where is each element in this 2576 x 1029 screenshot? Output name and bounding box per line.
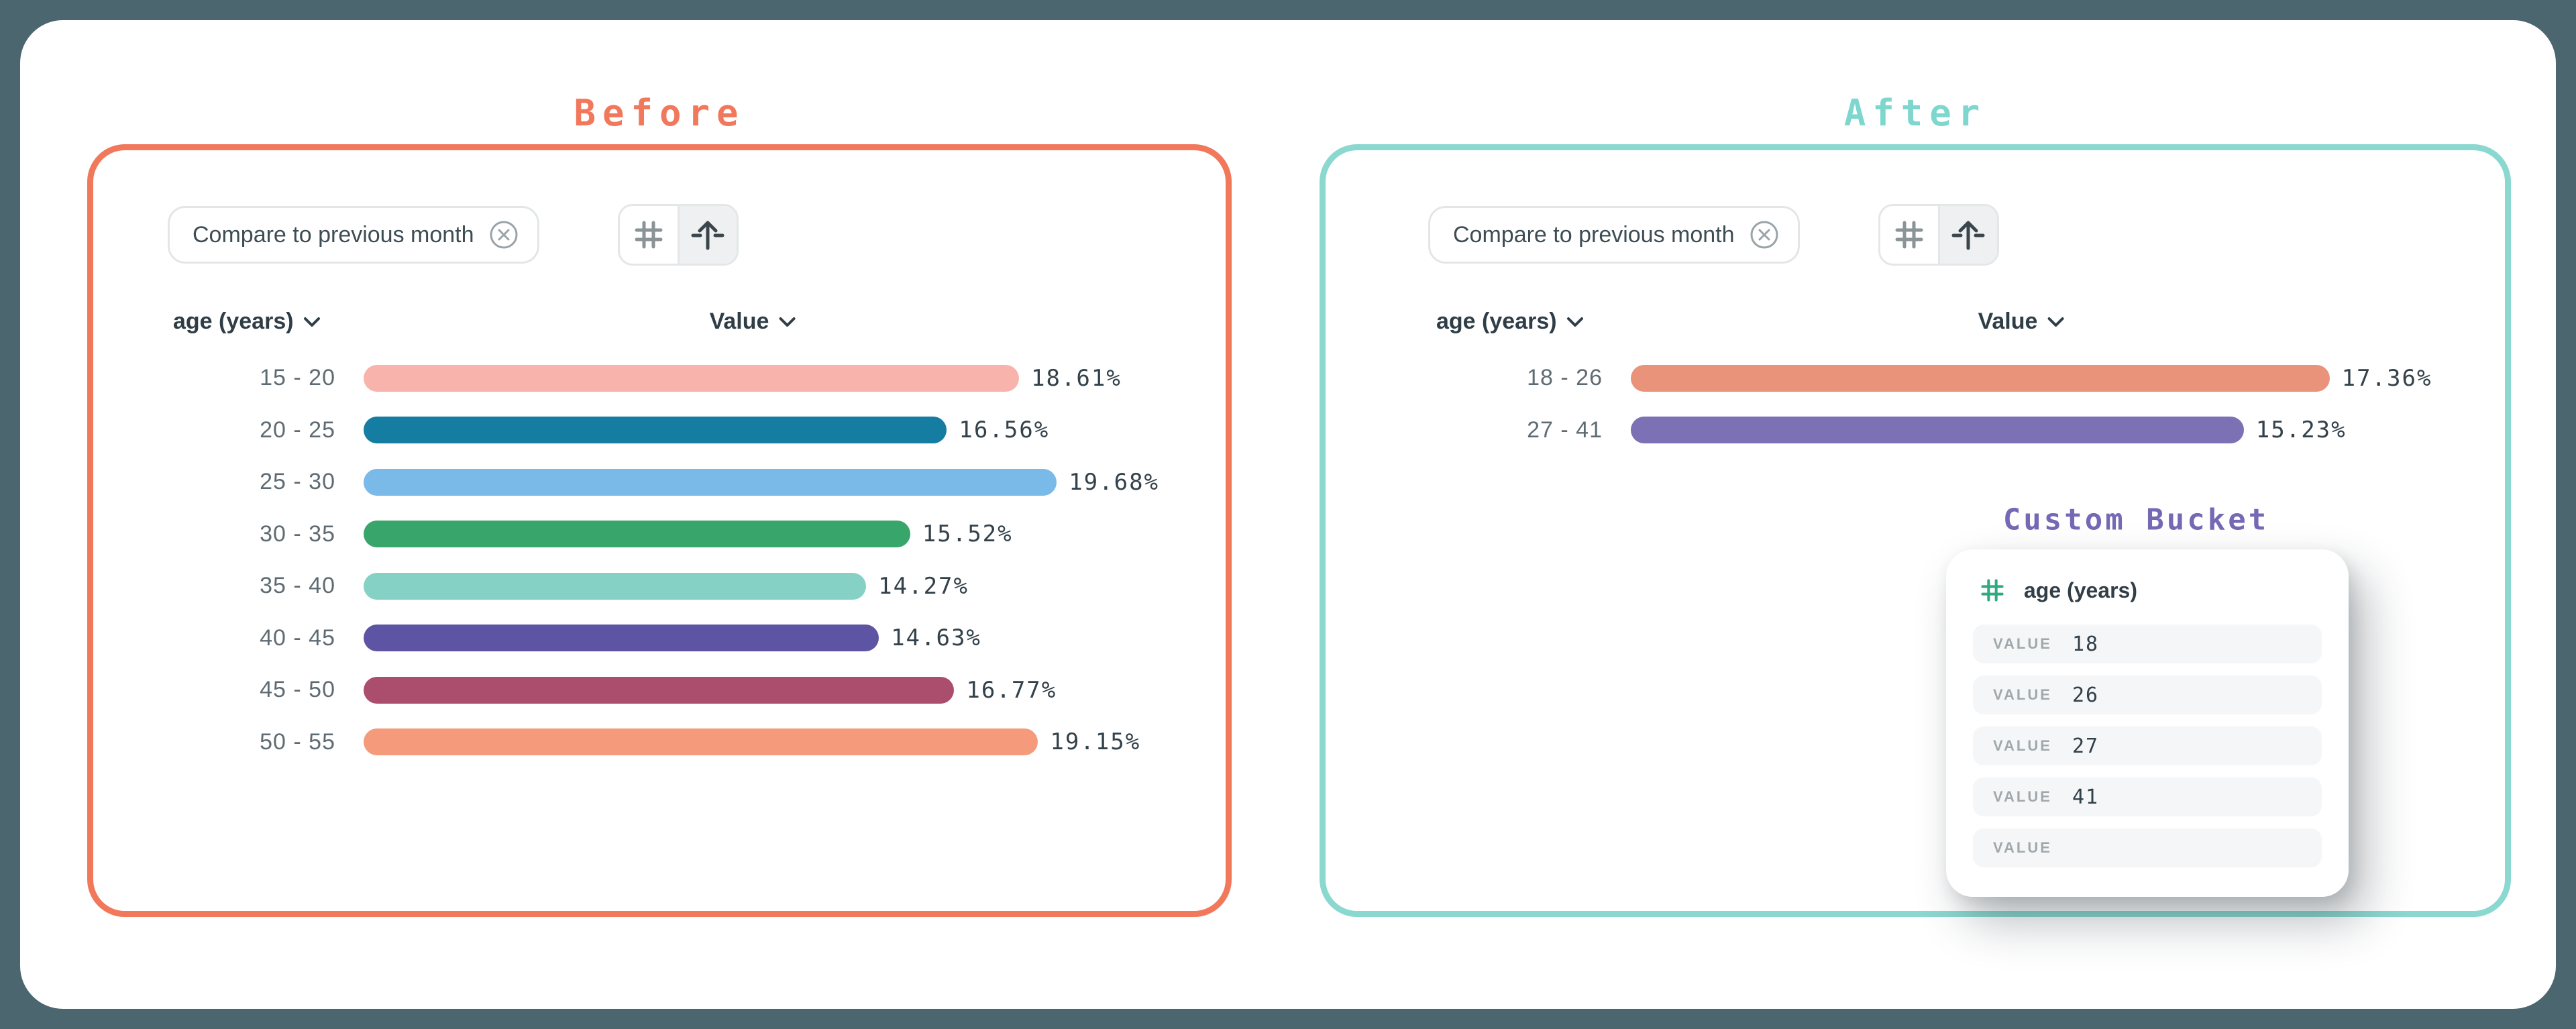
value-percent-label: 14.27%: [878, 572, 969, 600]
value-bar[interactable]: [364, 417, 947, 444]
value-percent-label: 16.56%: [959, 417, 1050, 444]
custom-bucket-rows: VALUE 18 VALUE 26 VALUE 27 VALUE: [1973, 625, 2322, 867]
dimension-column-header[interactable]: age (years): [173, 309, 321, 335]
circle-x-icon[interactable]: [489, 220, 519, 250]
circle-x-icon[interactable]: [1750, 220, 1779, 250]
age-bucket-label: 15 - 20: [260, 365, 335, 391]
value-bar[interactable]: [364, 468, 1057, 496]
compare-filter-chip[interactable]: Compare to previous month: [168, 206, 539, 264]
value-percent-label: 19.68%: [1069, 468, 1160, 496]
compare-filter-label: Compare to previous month: [1453, 221, 1735, 248]
hash-icon: [635, 221, 663, 249]
bucket-value-input[interactable]: VALUE 18: [1973, 625, 2322, 663]
after-table-head: age (years) Value: [1326, 309, 2505, 338]
arrow-up-icon: [1951, 221, 1985, 250]
value-column-header[interactable]: Value: [710, 309, 796, 335]
value-bar[interactable]: [364, 625, 879, 652]
before-bar-rows: 15 - 20 18.61% 20 - 25 16.56% 25 - 30 19…: [93, 352, 1226, 768]
before-title: Before: [574, 92, 745, 134]
compare-filter-chip[interactable]: Compare to previous month: [1428, 206, 1800, 264]
bar-row: 20 - 25 16.56%: [93, 404, 1226, 457]
value-bar[interactable]: [1631, 417, 2244, 444]
dimension-column-header[interactable]: age (years): [1436, 309, 1584, 335]
percent-sort-button[interactable]: [1937, 206, 1997, 264]
bucket-value-field-value: 27: [2072, 734, 2100, 758]
bar-row: 40 - 45 14.63%: [93, 612, 1226, 665]
age-bucket-label: 40 - 45: [260, 625, 335, 651]
bucket-value-input[interactable]: VALUE 41: [1973, 777, 2322, 816]
chevron-down-icon: [2047, 317, 2064, 327]
bar-row: 50 - 55 19.15%: [93, 716, 1226, 769]
age-bucket-label: 18 - 26: [1527, 365, 1603, 391]
bucket-value-field-value: 18: [2072, 632, 2100, 656]
hash-icon: [1981, 579, 2004, 602]
age-bucket-label: 20 - 25: [260, 417, 335, 443]
custom-bucket-title: Custom Bucket: [2002, 502, 2269, 537]
bucket-value-field-label: VALUE: [1993, 686, 2052, 703]
dimension-column-label: age (years): [173, 309, 294, 334]
value-column-header[interactable]: Value: [1978, 309, 2065, 335]
custom-bucket-field-label: age (years): [2024, 578, 2137, 602]
value-bar[interactable]: [1631, 364, 2330, 392]
dimension-column-label: age (years): [1436, 309, 1557, 334]
before-table-head: age (years) Value: [93, 309, 1226, 338]
bucket-value-field-label: VALUE: [1993, 737, 2052, 754]
percent-sort-button[interactable]: [677, 206, 737, 264]
value-bar[interactable]: [364, 728, 1038, 756]
hash-icon: [1895, 221, 1923, 249]
age-bucket-label: 25 - 30: [260, 469, 335, 495]
age-bucket-label: 50 - 55: [260, 728, 335, 755]
value-percent-label: 17.36%: [2341, 364, 2432, 392]
value-bar[interactable]: [364, 521, 910, 548]
custom-bucket-header: age (years): [1978, 576, 2322, 604]
main-card: Before Compare to previous month: [20, 20, 2556, 1009]
bucket-value-field-label: VALUE: [1993, 788, 2052, 805]
value-column-label: Value: [1978, 309, 2038, 334]
custom-bucket-popup: age (years) VALUE 18 VALUE 26 VALUE: [1946, 549, 2349, 897]
bucket-value-input[interactable]: VALUE: [1973, 828, 2322, 867]
bucket-value-field-value: 26: [2072, 683, 2100, 707]
age-bucket-label: 27 - 41: [1527, 417, 1603, 443]
bucket-value-input[interactable]: VALUE 27: [1973, 726, 2322, 765]
bar-row: 27 - 41 15.23%: [1326, 404, 2505, 457]
age-bucket-label: 30 - 35: [260, 521, 335, 547]
value-percent-label: 15.23%: [2255, 417, 2347, 444]
bar-row: 18 - 26 17.36%: [1326, 352, 2505, 404]
chevron-down-icon: [1566, 317, 1583, 327]
bucket-value-input[interactable]: VALUE 26: [1973, 675, 2322, 714]
value-percent-label: 16.77%: [966, 676, 1057, 704]
bucket-value-field-value: 41: [2072, 785, 2100, 809]
value-bar[interactable]: [364, 572, 867, 600]
before-panel: Compare to previous month: [87, 144, 1232, 917]
chevron-down-icon: [303, 317, 320, 327]
value-format-toggle: [1878, 204, 1999, 266]
bar-row: 25 - 30 19.68%: [93, 456, 1226, 508]
value-column-label: Value: [709, 309, 769, 334]
after-panel: Compare to previous month: [1320, 144, 2511, 917]
absolute-numbers-button[interactable]: [620, 206, 678, 264]
age-bucket-label: 45 - 50: [260, 677, 335, 703]
bar-row: 15 - 20 18.61%: [93, 352, 1226, 404]
absolute-numbers-button[interactable]: [1880, 206, 1938, 264]
bar-row: 30 - 35 15.52%: [93, 508, 1226, 561]
after-title: After: [1843, 92, 1987, 134]
value-percent-label: 19.15%: [1050, 728, 1141, 756]
arrow-up-icon: [691, 221, 724, 250]
chevron-down-icon: [779, 317, 796, 327]
age-bucket-label: 35 - 40: [260, 573, 335, 599]
value-bar[interactable]: [364, 676, 955, 704]
bucket-value-field-label: VALUE: [1993, 839, 2052, 856]
value-percent-label: 15.52%: [922, 521, 1013, 548]
value-percent-label: 18.61%: [1031, 364, 1122, 392]
bucket-value-field-label: VALUE: [1993, 635, 2052, 652]
value-format-toggle: [618, 204, 739, 266]
compare-filter-label: Compare to previous month: [193, 221, 474, 248]
bar-row: 35 - 40 14.27%: [93, 560, 1226, 612]
after-bar-rows: 18 - 26 17.36% 27 - 41 15.23%: [1326, 352, 2505, 456]
value-bar[interactable]: [364, 364, 1020, 392]
bar-row: 45 - 50 16.77%: [93, 664, 1226, 716]
value-percent-label: 14.63%: [891, 625, 981, 652]
